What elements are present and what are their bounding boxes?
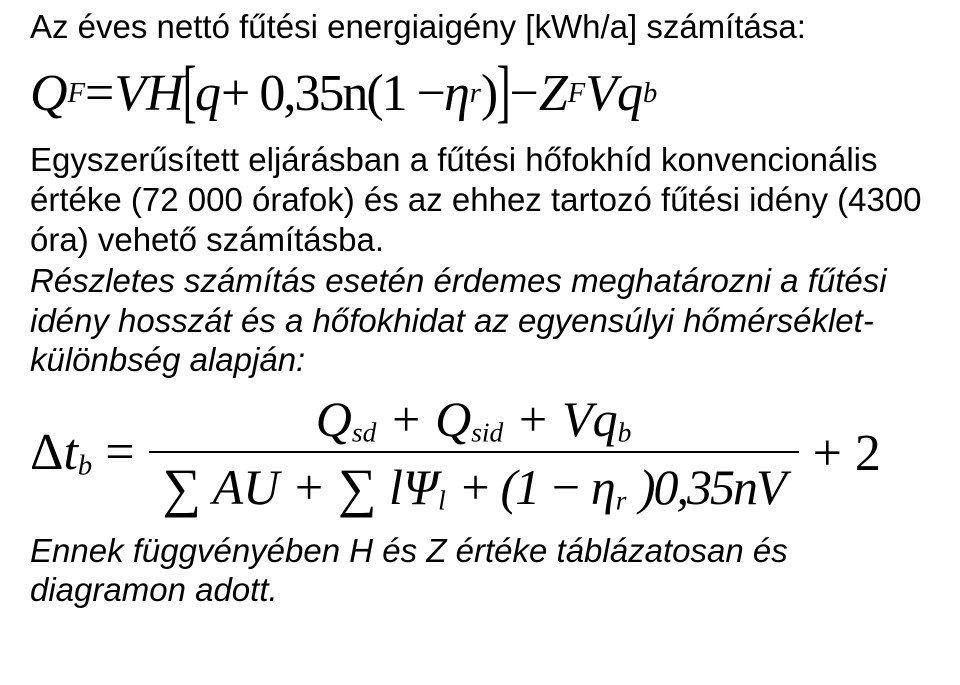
eq1-Z-sub: F <box>568 78 585 109</box>
equation-1: QF = VH [ q + 0,35n(1 − ηr ) ] − ZF Vqb <box>30 65 930 122</box>
eq2-lhs: Δtb = <box>30 423 135 483</box>
eq2-tail: + 2 <box>813 424 881 483</box>
equation-2: Δtb = Qsd + Qsid + Vqb ∑ AU + ∑ lΨl + (1… <box>30 390 930 517</box>
para3-Z: Z <box>426 532 446 569</box>
eq2-num-Q1s: sd <box>352 417 376 448</box>
eq2-den-AU: AU <box>213 459 292 515</box>
eq2-num-p1: + <box>389 391 435 447</box>
eq2-t: t <box>63 424 77 481</box>
eq1-VH: VH <box>114 65 183 122</box>
eq2-t-sub: b <box>78 451 92 482</box>
eq2-den-close: )0,35nV <box>639 459 785 515</box>
eq1-Vq: Vq <box>585 65 643 122</box>
eq1-eq-sign: = <box>85 65 114 122</box>
eq2-den-sum2: ∑ <box>338 458 377 518</box>
eq2-den-lPsi-s: l <box>438 484 446 515</box>
eq2-delta: Δ <box>30 424 63 481</box>
eq2-den-eta: η <box>591 459 616 515</box>
eq2-num-Q2: Q <box>435 391 471 447</box>
eq2-num-Vqs: b <box>618 417 632 448</box>
para-1: Egyszerűsített eljárásban a fűtési hőfok… <box>30 140 930 259</box>
eq2-eq-sign: = <box>105 424 134 481</box>
eq1-close-paren: ) <box>481 65 498 122</box>
page-title: Az éves nettó fűtési energiaigény [kWh/a… <box>30 6 930 47</box>
page-root: Az éves nettó fűtési energiaigény [kWh/a… <box>0 0 960 610</box>
eq2-den-eta-s: r <box>616 484 627 515</box>
eq1-minus: − <box>510 65 539 122</box>
eq1-Z: Z <box>539 65 568 122</box>
eq2-den-lPsi: lΨ <box>389 459 438 515</box>
eq2-num-p2: + <box>516 391 562 447</box>
eq2-denominator: ∑ AU + ∑ lΨl + (1 − ηr )0,35nV <box>149 455 799 517</box>
eq2-fraction-bar <box>149 451 799 453</box>
eq2-numerator: Qsd + Qsid + Vqb <box>302 390 646 449</box>
eq2-num-Q1: Q <box>316 391 352 447</box>
eq1-Vq-sub: b <box>643 78 657 109</box>
eq1-q: q <box>195 65 221 122</box>
para3-b: és <box>373 532 426 569</box>
eq2-num-Q2s: sid <box>471 417 503 448</box>
para-2: Részletes számítás esetén érdemes meghat… <box>30 261 930 380</box>
eq1-eta-sub: r <box>470 78 481 109</box>
eq2-den-p1: + <box>292 459 338 515</box>
eq2-fraction: Qsd + Qsid + Vqb ∑ AU + ∑ lΨl + (1 − ηr … <box>149 390 799 517</box>
eq2-den-p2: + (1 − <box>458 459 591 515</box>
eq2-den-sum1: ∑ <box>163 458 202 518</box>
eq1-035n: + 0,35n(1 − <box>221 65 444 122</box>
eq2-num-Vq: Vq <box>562 391 618 447</box>
eq1-Q-sub: F <box>68 78 85 109</box>
eq2-tail-text: + 2 <box>813 425 881 482</box>
eq1-Q: Q <box>30 65 68 122</box>
eq1-eta: η <box>444 65 470 122</box>
para3-a: Ennek függvényében <box>30 532 349 569</box>
para3-H: H <box>349 532 373 569</box>
para-3: Ennek függvényében H és Z értéke tábláza… <box>30 531 930 610</box>
